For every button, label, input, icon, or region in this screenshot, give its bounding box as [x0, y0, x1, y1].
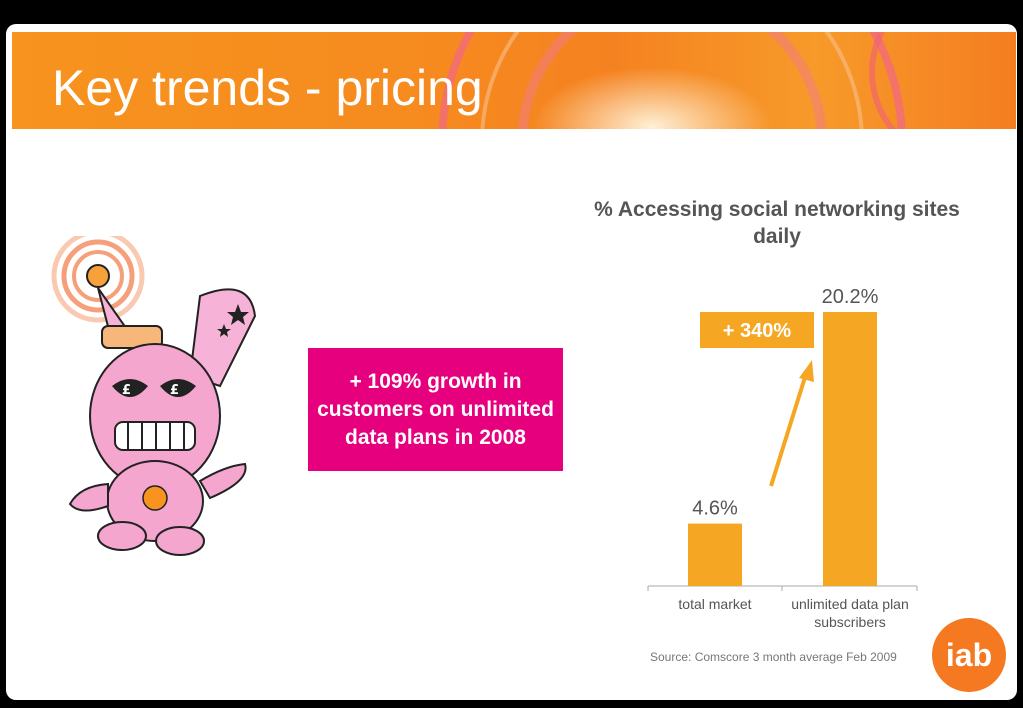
svg-text:£: £ [170, 383, 179, 398]
x-tick-label-0-0: total market [678, 596, 751, 612]
source-note: Source: Comscore 3 month average Feb 200… [650, 650, 897, 664]
mascot-icon: £ £ [50, 229, 260, 561]
iab-logo-icon: iab [916, 602, 1017, 700]
logo-text: iab [932, 618, 1006, 692]
page-title: Key trends - pricing [52, 60, 483, 116]
bar-chart: 4.6% total market 20.2% unlimited data plan… [647, 286, 918, 630]
growth-arrow-head [799, 360, 814, 382]
growth-annotation: + 340% [723, 320, 792, 342]
x-tick-label-1-1: subscribers [814, 614, 886, 630]
svg-text:£: £ [122, 383, 131, 398]
bar-1 [823, 312, 877, 586]
data-label-0: 4.6% [692, 498, 738, 520]
growth-callout: + 109% growth in customers on unlimited … [308, 348, 563, 471]
x-tick-label-1-0: unlimited data plan [791, 596, 909, 612]
bar-0 [688, 523, 742, 586]
data-label-1: 20.2% [822, 286, 879, 308]
title-banner: Key trends - pricing [12, 32, 1016, 129]
growth-callout-text: + 109% growth in customers on unlimited … [317, 369, 554, 449]
chart-title: % Accessing social networking sites dail… [594, 198, 960, 248]
growth-arrow [769, 373, 808, 487]
slide: Key trends - pricing £ £ [6, 24, 1017, 700]
growth-annotation-box [700, 312, 814, 348]
